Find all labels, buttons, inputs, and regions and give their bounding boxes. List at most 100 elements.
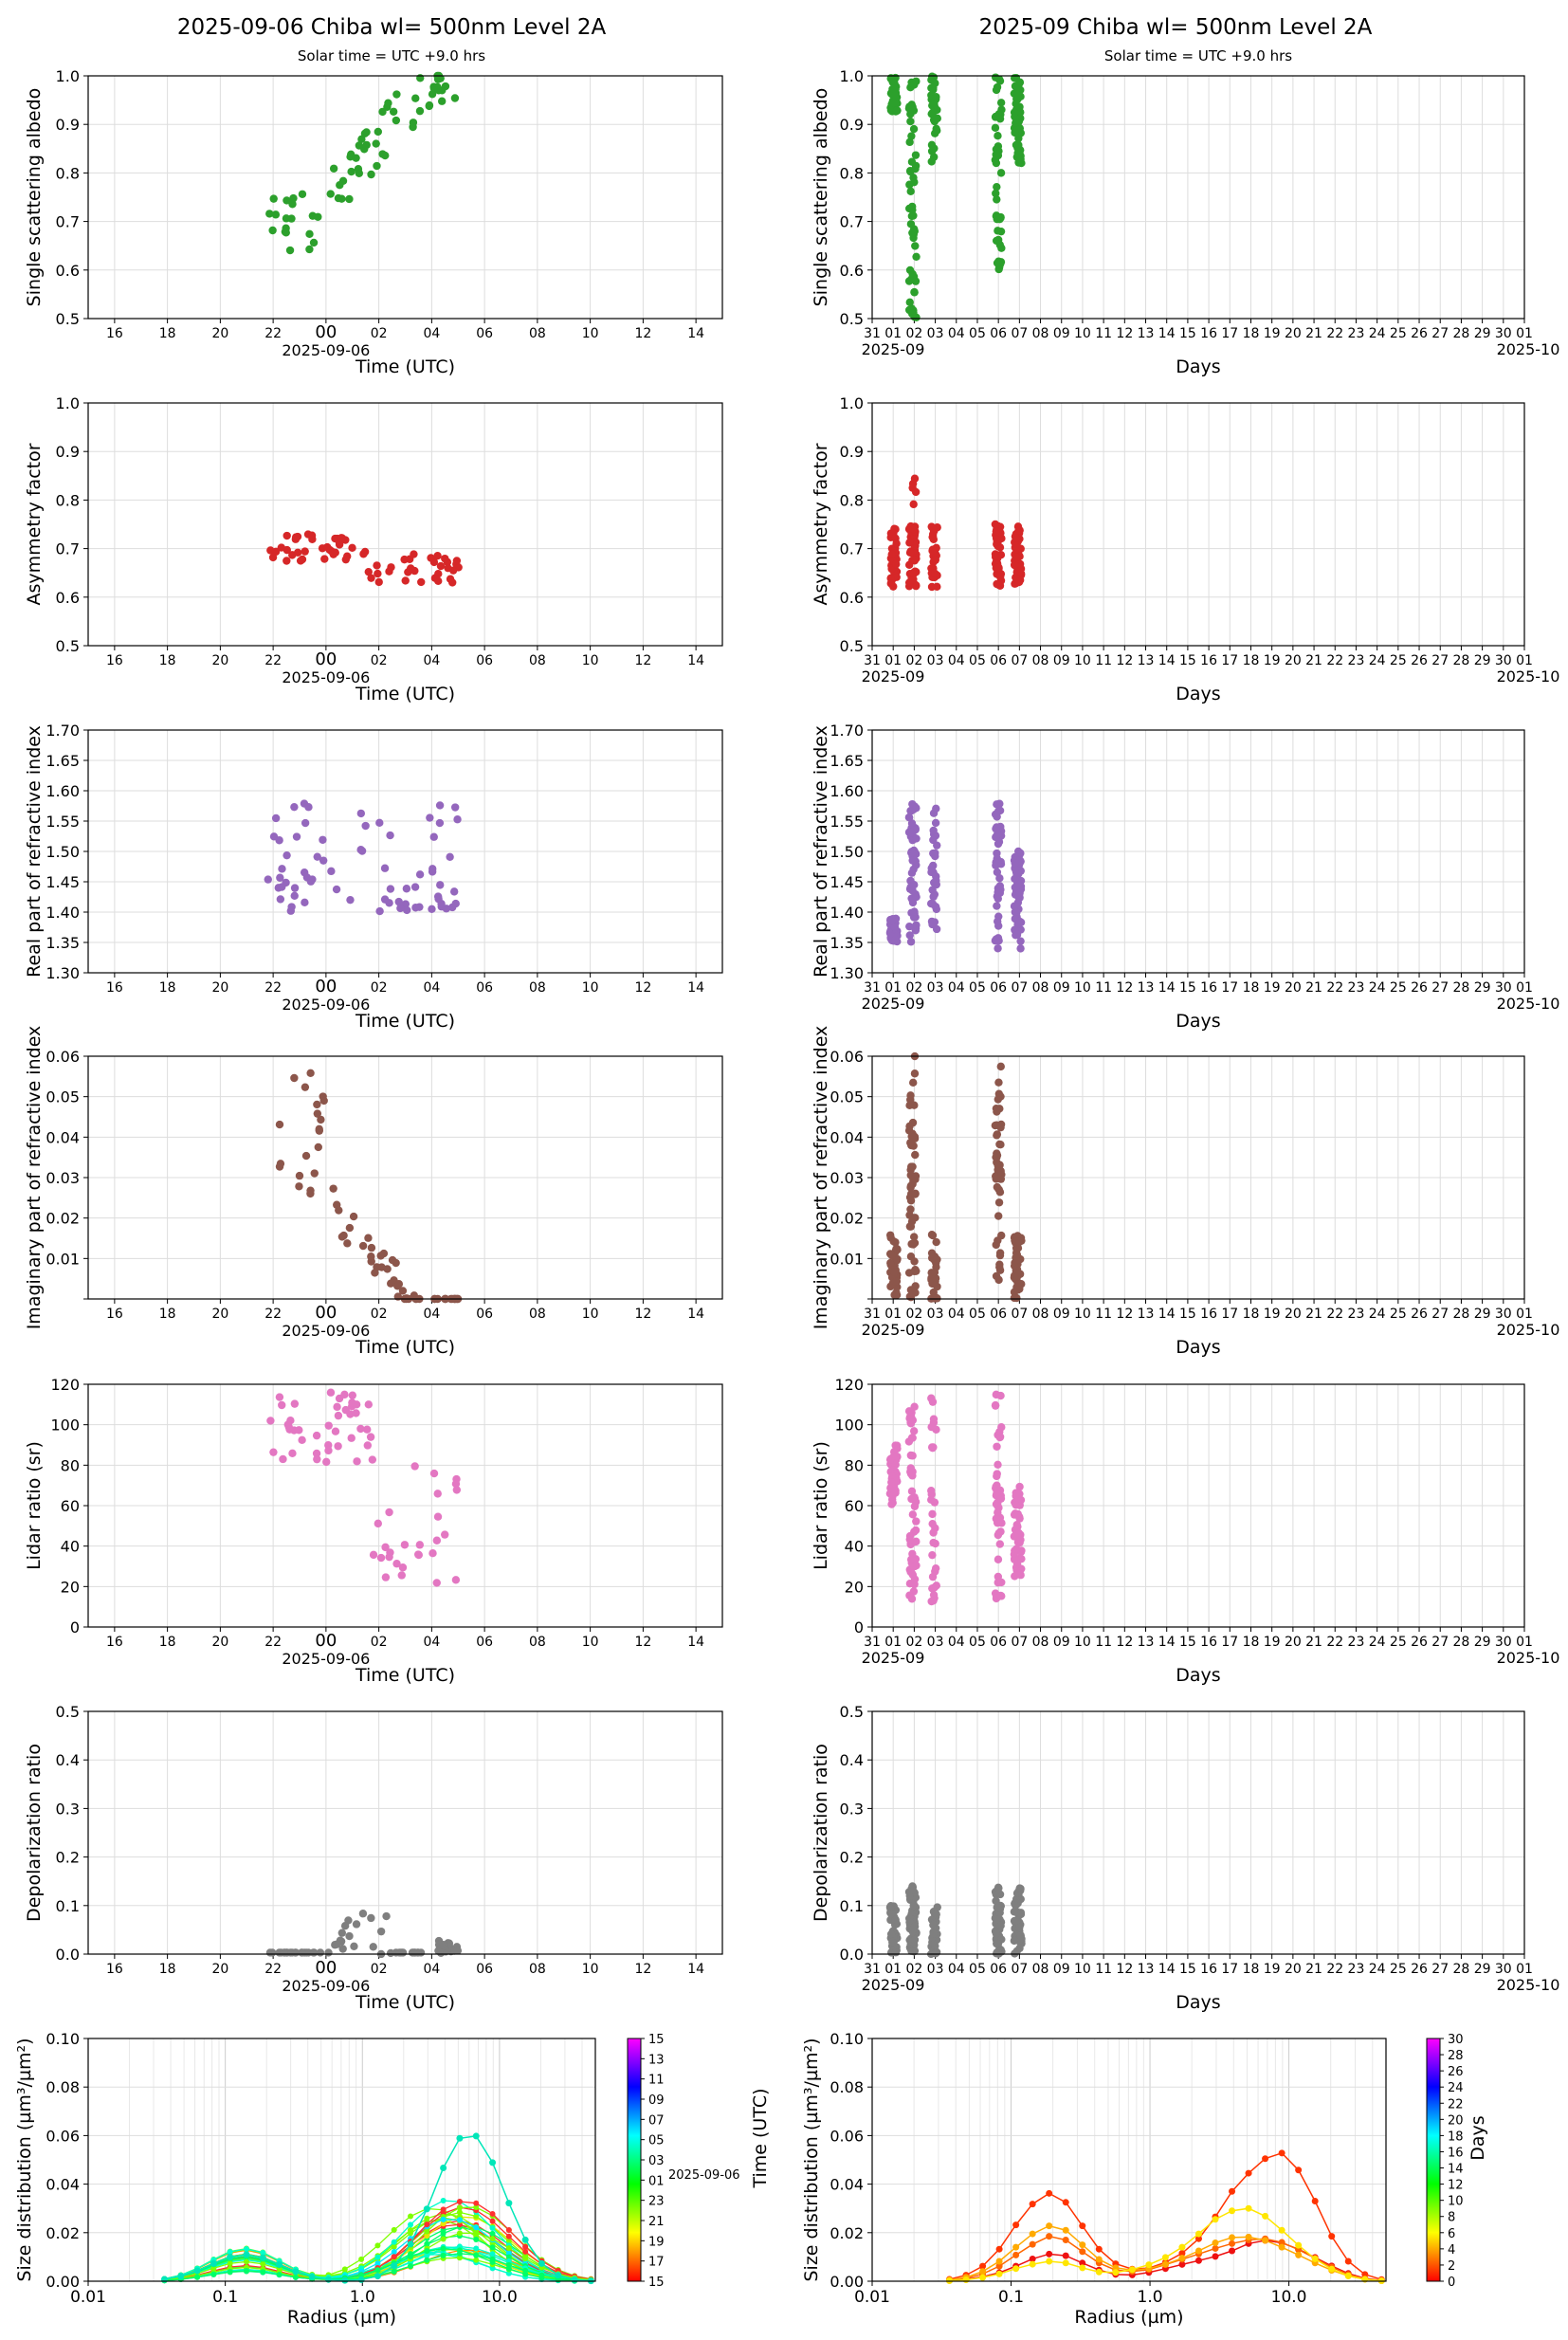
size-point <box>538 2272 545 2278</box>
y-tick-label: 0.0 <box>56 1946 80 1964</box>
y-tick-label: 0.02 <box>46 2224 80 2242</box>
data-point <box>993 1939 1001 1948</box>
x-tick-label: 11 <box>1095 1635 1112 1650</box>
data-point <box>381 1543 390 1552</box>
size-point <box>489 2159 497 2166</box>
y-axis-label: Single scattering albedo <box>24 88 45 307</box>
data-point <box>373 561 381 570</box>
data-point <box>327 867 336 876</box>
data-point <box>304 803 313 812</box>
data-point <box>268 226 277 235</box>
data-point <box>912 834 921 843</box>
data-point <box>992 935 1000 944</box>
data-point <box>346 1410 355 1418</box>
size-point <box>995 2258 1003 2265</box>
y-axis-label: Real part of refractive index <box>24 725 45 978</box>
data-point <box>1016 849 1025 858</box>
data-point <box>996 1166 1005 1176</box>
x-tick-label: 12 <box>1116 1307 1133 1322</box>
data-point <box>993 902 1001 910</box>
size-point <box>1079 2222 1086 2230</box>
size-point <box>1344 2258 1352 2265</box>
data-point <box>290 802 299 812</box>
data-point <box>284 1422 294 1432</box>
data-point <box>1011 859 1019 868</box>
x-tick-label: 10 <box>582 1307 599 1322</box>
data-point <box>892 559 901 569</box>
x-tick-label: 14 <box>1158 980 1176 996</box>
y-tick-label: 0.9 <box>840 443 864 461</box>
data-point <box>927 76 936 84</box>
data-point <box>289 193 298 203</box>
data-point <box>450 94 460 102</box>
x-tick-label: 05 <box>969 1307 986 1322</box>
data-point <box>912 1267 921 1275</box>
x-tick-label: 27 <box>1431 980 1449 996</box>
data-point <box>929 1921 938 1929</box>
x-tick-label: 15 <box>1179 1307 1196 1322</box>
data-point <box>1016 1535 1025 1545</box>
data-point <box>398 1563 408 1572</box>
y-tick-label: 0.8 <box>56 164 80 182</box>
size-point <box>1079 2259 1086 2267</box>
data-point <box>932 804 940 814</box>
data-point <box>893 1441 902 1450</box>
x-tick-label: 24 <box>1369 980 1386 996</box>
x-tick-label: 06 <box>476 1962 493 1977</box>
data-point <box>931 1563 940 1573</box>
size-point <box>1029 2240 1036 2248</box>
colorbar-tick-label: 8 <box>1448 2211 1455 2225</box>
data-point <box>400 1541 410 1549</box>
size-point <box>489 2225 496 2232</box>
data-point <box>1010 902 1019 910</box>
data-point <box>993 182 1001 192</box>
x-tick-label: 18 <box>159 653 176 668</box>
x-tick-label: 18 <box>159 1635 176 1650</box>
data-point <box>927 157 936 166</box>
x-tick-label: 01 <box>884 1962 902 1977</box>
data-point <box>428 905 436 913</box>
x-tick-label: 31 <box>864 1307 881 1322</box>
data-point <box>928 1443 937 1453</box>
x-tick-label: 25 <box>1390 1962 1407 1977</box>
size-point <box>1178 2243 1186 2251</box>
data-point <box>349 1212 358 1221</box>
x-tick-label: 30 <box>1495 326 1512 341</box>
data-point <box>305 229 314 239</box>
data-point <box>347 167 356 176</box>
x-tick-label: 31 <box>864 980 881 996</box>
size-point <box>440 2165 447 2172</box>
data-point <box>992 112 1000 121</box>
y-tick-label: 0.08 <box>46 2078 80 2096</box>
x-tick-label: 14 <box>687 1307 704 1322</box>
colorbar-tick-label: 15 <box>648 2033 665 2047</box>
y-tick-label: 1.50 <box>830 843 864 861</box>
data-point <box>298 1435 306 1445</box>
x-tick-label: 02 <box>905 980 922 996</box>
data-point <box>352 1920 361 1929</box>
x-tick-label: 15 <box>1179 980 1196 996</box>
size-point <box>243 2268 249 2275</box>
data-point <box>382 1911 391 1921</box>
colorbar <box>1426 2038 1441 2282</box>
x-tick-label: 23 <box>1348 326 1365 341</box>
y-tick-label: 0.5 <box>56 310 80 328</box>
size-point <box>408 2230 414 2237</box>
y-tick-label: 0.05 <box>46 1088 80 1106</box>
x-tick-label: 20 <box>211 1307 228 1322</box>
x-tick-label: 06 <box>476 326 493 341</box>
x-tick-label: 25 <box>1390 1635 1407 1650</box>
size-point <box>1278 2239 1285 2246</box>
size-point <box>440 2236 447 2242</box>
data-point <box>355 141 364 150</box>
x-tick-label: 06 <box>990 980 1007 996</box>
data-point <box>904 1407 914 1416</box>
size-point <box>456 2250 463 2257</box>
size-point <box>979 2268 987 2276</box>
x-tick-label: 21 <box>1305 1307 1322 1322</box>
x-axis-label: Days <box>1176 1337 1220 1358</box>
x-tick-label: 22 <box>264 980 282 996</box>
y-tick-label: 0.6 <box>56 262 80 280</box>
y-tick-label: 0.5 <box>56 637 80 655</box>
x-tick-label: 16 <box>106 1962 123 1977</box>
